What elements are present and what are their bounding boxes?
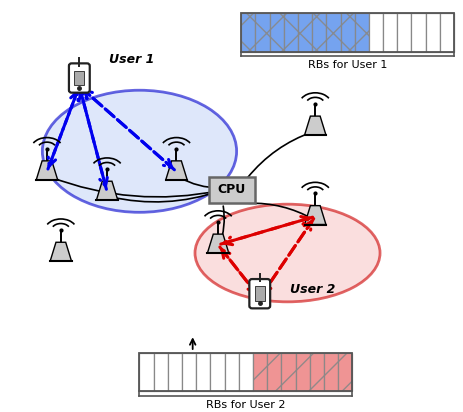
Polygon shape	[304, 116, 325, 135]
Bar	[241, 13, 453, 52]
Bar	[297, 13, 312, 52]
Bar	[411, 13, 425, 52]
Polygon shape	[304, 206, 325, 225]
Text: User 2: User 2	[289, 283, 334, 296]
Bar	[210, 353, 224, 391]
Bar	[252, 353, 267, 391]
Bar	[283, 13, 297, 52]
Bar	[267, 353, 281, 391]
Polygon shape	[165, 161, 187, 180]
Bar	[153, 353, 168, 391]
Text: CPU: CPU	[218, 183, 245, 197]
Bar	[139, 353, 351, 391]
Bar	[439, 13, 453, 52]
Bar	[340, 13, 354, 52]
Ellipse shape	[194, 204, 379, 302]
Bar	[254, 286, 264, 300]
Bar	[281, 353, 295, 391]
Polygon shape	[207, 234, 228, 253]
Bar	[75, 71, 84, 85]
Bar	[338, 353, 351, 391]
FancyBboxPatch shape	[249, 279, 269, 308]
Text: RBs for User 1: RBs for User 1	[307, 60, 387, 70]
FancyBboxPatch shape	[208, 177, 255, 203]
Bar	[325, 13, 340, 52]
Bar	[323, 353, 338, 391]
Bar	[425, 13, 439, 52]
Bar	[396, 13, 411, 52]
Bar	[309, 353, 323, 391]
Bar	[139, 353, 153, 391]
FancyBboxPatch shape	[69, 63, 89, 93]
Polygon shape	[96, 181, 118, 200]
Bar	[368, 13, 382, 52]
Bar	[241, 13, 255, 52]
Bar	[382, 13, 396, 52]
Bar	[255, 13, 269, 52]
Bar	[269, 13, 283, 52]
Bar	[196, 353, 210, 391]
Bar	[224, 353, 238, 391]
Bar	[181, 353, 196, 391]
Text: User 1: User 1	[109, 53, 155, 66]
Bar	[312, 13, 325, 52]
Bar	[295, 353, 309, 391]
Text: RBs for User 2: RBs for User 2	[206, 400, 285, 410]
Polygon shape	[50, 242, 71, 261]
Ellipse shape	[42, 90, 236, 212]
Bar	[354, 13, 368, 52]
Bar	[168, 353, 181, 391]
Bar	[238, 353, 252, 391]
Polygon shape	[36, 161, 57, 180]
